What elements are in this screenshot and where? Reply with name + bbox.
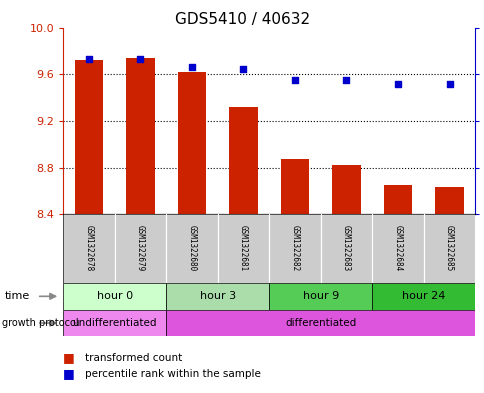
Text: GSM1322680: GSM1322680 xyxy=(187,226,196,272)
Text: ■: ■ xyxy=(63,367,75,380)
Bar xyxy=(63,283,166,310)
Bar xyxy=(63,214,114,283)
Bar xyxy=(372,214,423,283)
Point xyxy=(239,65,247,72)
Bar xyxy=(423,214,474,283)
Text: GSM1322681: GSM1322681 xyxy=(239,226,247,272)
Bar xyxy=(320,214,372,283)
Text: hour 3: hour 3 xyxy=(199,291,235,301)
Bar xyxy=(332,165,360,214)
Text: differentiated: differentiated xyxy=(285,318,356,328)
Text: growth protocol: growth protocol xyxy=(2,318,79,328)
Point xyxy=(342,77,349,83)
Bar xyxy=(280,159,308,214)
Point xyxy=(136,56,144,62)
Bar xyxy=(177,72,206,214)
Text: time: time xyxy=(5,291,30,301)
Point xyxy=(85,56,92,62)
Text: transformed count: transformed count xyxy=(85,353,182,363)
Text: ■: ■ xyxy=(63,351,75,365)
Bar xyxy=(126,58,154,214)
Point xyxy=(188,64,196,70)
Text: hour 0: hour 0 xyxy=(96,291,132,301)
Text: GSM1322685: GSM1322685 xyxy=(444,226,453,272)
Bar xyxy=(166,214,217,283)
Text: undifferentiated: undifferentiated xyxy=(72,318,156,328)
Bar xyxy=(372,283,474,310)
Text: hour 24: hour 24 xyxy=(401,291,444,301)
Text: GSM1322684: GSM1322684 xyxy=(393,226,402,272)
Text: percentile rank within the sample: percentile rank within the sample xyxy=(85,369,260,379)
Bar xyxy=(166,310,474,336)
Point xyxy=(393,81,401,87)
Bar xyxy=(269,283,372,310)
Bar xyxy=(75,60,103,214)
Text: GSM1322682: GSM1322682 xyxy=(290,226,299,272)
Bar xyxy=(435,187,463,214)
Bar xyxy=(114,214,166,283)
Point xyxy=(445,81,453,87)
Text: GDS5410 / 40632: GDS5410 / 40632 xyxy=(175,12,309,27)
Bar xyxy=(229,107,257,214)
Point xyxy=(290,77,298,83)
Bar xyxy=(166,283,269,310)
Text: hour 9: hour 9 xyxy=(302,291,338,301)
Bar xyxy=(217,214,269,283)
Text: GSM1322683: GSM1322683 xyxy=(341,226,350,272)
Text: GSM1322679: GSM1322679 xyxy=(136,226,145,272)
Bar xyxy=(269,214,320,283)
Text: GSM1322678: GSM1322678 xyxy=(84,226,93,272)
Bar xyxy=(63,310,166,336)
Bar xyxy=(383,185,411,214)
